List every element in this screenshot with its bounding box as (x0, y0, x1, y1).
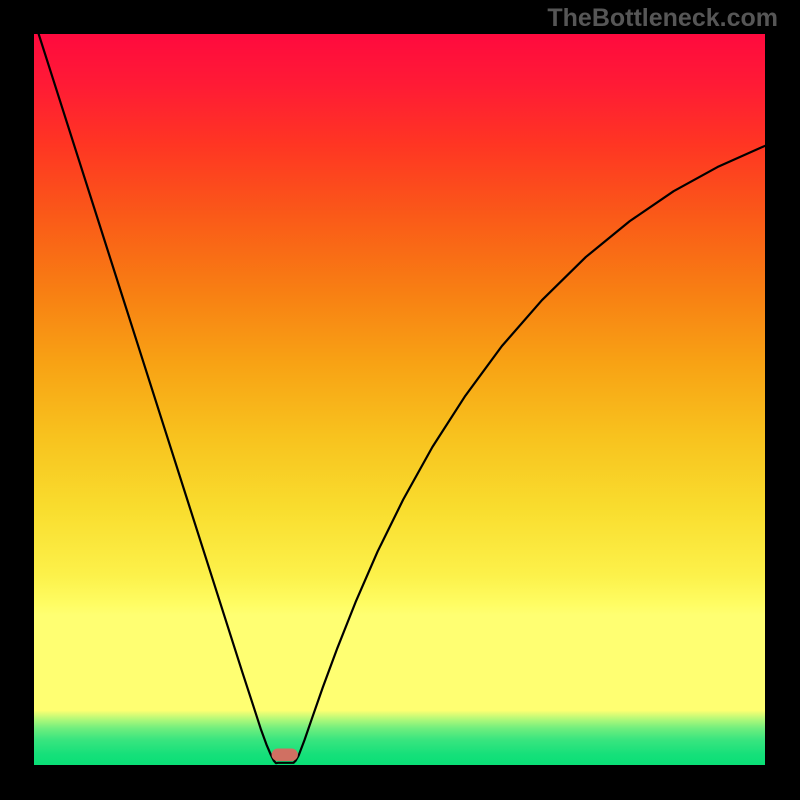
chart-svg (34, 34, 765, 765)
chart-background (34, 34, 765, 765)
watermark-text: TheBottleneck.com (547, 4, 778, 33)
chart-plot-area (34, 34, 765, 765)
bottleneck-marker (272, 749, 298, 761)
